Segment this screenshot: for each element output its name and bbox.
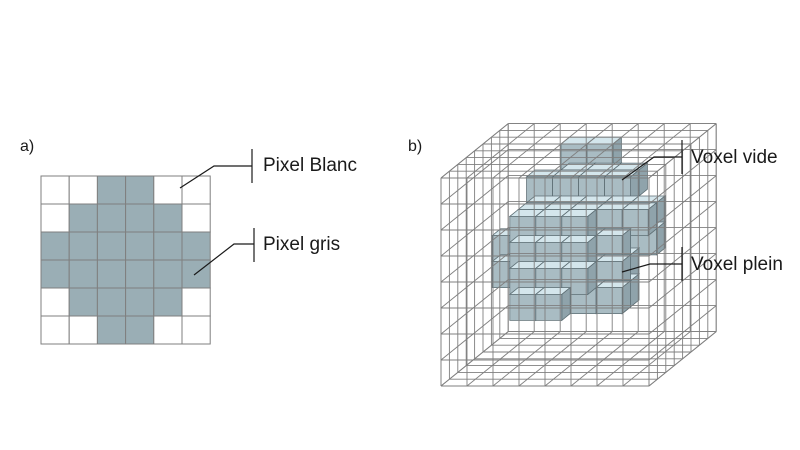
empty-voxel-edge	[648, 305, 717, 361]
empty-voxel-edge	[544, 331, 613, 387]
white-pixel	[181, 203, 211, 233]
callout-line-gray-pixel	[193, 243, 254, 276]
callout-label-full-voxel: Voxel plein	[691, 254, 783, 275]
callout-label-gray-pixel: Pixel gris	[263, 234, 341, 255]
white-pixel	[40, 175, 70, 205]
empty-voxel-edge	[622, 331, 691, 387]
callout-line-full-voxel	[621, 263, 682, 273]
callout-label-empty-voxel: Voxel vide	[691, 147, 778, 168]
empty-voxel-edge	[440, 305, 509, 361]
gray-pixel	[125, 259, 155, 289]
white-pixel	[181, 315, 211, 345]
callout-line-white-pixel	[179, 165, 252, 189]
callout-label-white-pixel: Pixel Blanc	[263, 155, 357, 176]
empty-voxel-edge	[570, 123, 639, 179]
empty-voxel-edge	[570, 331, 639, 387]
white-pixel	[68, 315, 98, 345]
white-pixel	[153, 315, 183, 345]
white-pixel	[181, 175, 211, 205]
full-voxel	[534, 286, 572, 322]
callout-line-empty-voxel	[621, 156, 682, 181]
empty-voxel-edge	[596, 123, 665, 179]
empty-voxel-edge	[648, 331, 717, 387]
full-voxel	[595, 279, 632, 315]
white-pixel	[40, 315, 70, 345]
empty-voxel-edge	[440, 331, 509, 387]
empty-voxel-edge	[622, 123, 691, 179]
gray-pixel	[153, 287, 183, 317]
gray-pixel	[125, 175, 155, 205]
pixel-grid	[40, 175, 211, 345]
gray-pixel	[40, 259, 70, 289]
gray-pixel	[96, 203, 127, 233]
gray-pixel	[125, 287, 155, 317]
gray-pixel	[96, 175, 127, 205]
white-pixel	[181, 287, 211, 317]
empty-voxel-edge	[440, 279, 509, 335]
empty-voxel-edge	[648, 279, 717, 335]
empty-voxel-edge	[596, 331, 665, 387]
gray-pixel	[181, 231, 211, 261]
panel-b-label: b)	[408, 138, 423, 155]
gray-pixel	[125, 315, 155, 345]
gray-pixel	[96, 315, 127, 345]
gray-pixel	[153, 203, 183, 233]
panel-a-label: a)	[20, 138, 35, 155]
empty-voxel-edge	[440, 253, 509, 309]
